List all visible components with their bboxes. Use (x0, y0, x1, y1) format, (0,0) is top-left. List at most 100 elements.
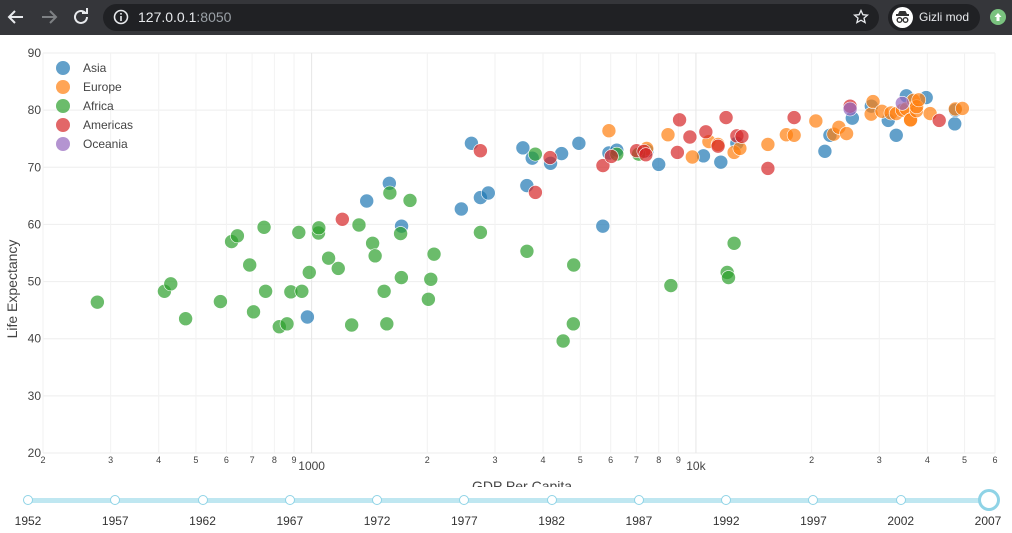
slider-step-dot[interactable] (721, 495, 732, 505)
data-point-africa[interactable] (365, 235, 380, 251)
data-point-africa[interactable] (382, 185, 398, 201)
slider-year-label[interactable]: 1967 (276, 514, 304, 528)
data-point-africa[interactable] (423, 271, 439, 287)
data-point-americas[interactable] (698, 124, 714, 140)
data-point-africa[interactable] (178, 311, 193, 327)
data-point-africa[interactable] (330, 261, 346, 276)
incognito-indicator[interactable]: Gizli mod (888, 4, 980, 31)
slider-step-dot[interactable] (23, 495, 33, 505)
data-point-asia[interactable] (713, 154, 729, 170)
address-bar[interactable]: 127.0.0.1:8050 (103, 4, 879, 31)
legend-marker-africa[interactable] (56, 99, 70, 113)
data-point-europe[interactable] (839, 126, 854, 141)
data-point-africa[interactable] (402, 193, 418, 208)
data-point-africa[interactable] (426, 246, 442, 262)
slider-handle[interactable] (978, 489, 1000, 511)
data-point-asia[interactable] (480, 185, 496, 201)
legend-label-asia[interactable]: Asia (83, 61, 107, 75)
data-point-europe[interactable] (601, 123, 617, 139)
slider-step-dot[interactable] (633, 495, 644, 505)
data-point-africa[interactable] (519, 243, 535, 259)
slider-step-dot[interactable] (284, 495, 295, 505)
slider-step-dot[interactable] (808, 495, 819, 505)
data-point-africa[interactable] (528, 146, 543, 162)
data-point-americas[interactable] (734, 129, 750, 144)
slider-step-dot[interactable] (459, 495, 470, 505)
data-point-africa[interactable] (321, 250, 336, 266)
slider-year-label[interactable]: 1982 (538, 514, 565, 528)
data-point-asia[interactable] (947, 116, 963, 132)
data-point-africa[interactable] (246, 304, 261, 320)
data-point-africa[interactable] (258, 283, 273, 299)
data-point-asia[interactable] (888, 127, 904, 143)
data-point-americas[interactable] (672, 112, 687, 128)
slider-year-label[interactable]: 1992 (712, 514, 740, 528)
data-point-americas[interactable] (542, 150, 558, 165)
data-point-asia[interactable] (651, 157, 666, 172)
legend-label-oceania[interactable]: Oceania (83, 137, 128, 151)
data-point-africa[interactable] (163, 276, 179, 292)
data-point-americas[interactable] (710, 138, 726, 154)
slider-year-label[interactable]: 1987 (625, 514, 653, 528)
data-point-europe[interactable] (732, 141, 748, 156)
data-point-europe[interactable] (955, 101, 970, 116)
legend-label-europe[interactable]: Europe (83, 80, 122, 94)
data-point-africa[interactable] (721, 270, 736, 285)
data-point-africa[interactable] (379, 316, 395, 332)
data-point-africa[interactable] (393, 226, 408, 241)
slider-year-label[interactable]: 1962 (189, 514, 216, 528)
data-point-asia[interactable] (595, 218, 611, 234)
data-point-africa[interactable] (301, 265, 317, 280)
data-point-americas[interactable] (638, 147, 654, 163)
legend-marker-asia[interactable] (56, 61, 70, 75)
data-point-americas[interactable] (931, 113, 947, 128)
data-point-americas[interactable] (670, 145, 685, 160)
legend-label-americas[interactable]: Americas (83, 118, 133, 132)
data-point-africa[interactable] (555, 333, 571, 349)
data-point-africa[interactable] (663, 278, 679, 293)
legend-marker-oceania[interactable] (56, 137, 70, 151)
data-point-africa[interactable] (473, 225, 488, 240)
legend-marker-americas[interactable] (56, 118, 70, 132)
data-point-africa[interactable] (291, 225, 307, 240)
slider-rail[interactable] (28, 498, 988, 503)
slider-year-label[interactable]: 1977 (451, 514, 478, 528)
data-point-asia[interactable] (454, 201, 469, 217)
data-point-africa[interactable] (294, 283, 310, 299)
slider-year-label[interactable]: 1957 (101, 514, 129, 528)
slider-step-dot[interactable] (197, 495, 208, 505)
data-point-africa[interactable] (256, 219, 272, 235)
data-point-africa[interactable] (279, 316, 295, 332)
data-point-africa[interactable] (566, 316, 581, 332)
data-point-americas[interactable] (604, 149, 619, 164)
data-point-africa[interactable] (90, 294, 105, 310)
data-point-americas[interactable] (335, 211, 350, 227)
data-point-asia[interactable] (300, 309, 315, 325)
data-point-africa[interactable] (367, 248, 383, 264)
slider-step-dot[interactable] (110, 495, 121, 505)
legend-label-africa[interactable]: Africa (83, 99, 114, 113)
data-point-africa[interactable] (351, 217, 367, 233)
slider-step-dot[interactable] (546, 495, 557, 505)
data-point-americas[interactable] (760, 161, 776, 176)
data-point-asia[interactable] (359, 193, 375, 209)
data-point-oceania[interactable] (895, 95, 910, 111)
reload-icon[interactable] (69, 5, 93, 29)
back-arrow-icon[interactable] (4, 5, 28, 29)
data-point-africa[interactable] (230, 228, 245, 244)
data-point-africa[interactable] (421, 291, 436, 307)
extension-icon[interactable] (990, 9, 1006, 25)
star-icon[interactable] (852, 8, 870, 25)
data-point-europe[interactable] (685, 149, 700, 165)
data-point-africa[interactable] (213, 294, 228, 309)
data-point-americas[interactable] (718, 110, 734, 125)
data-point-asia[interactable] (817, 143, 833, 159)
info-icon[interactable] (113, 9, 129, 25)
data-point-africa[interactable] (242, 257, 257, 273)
data-point-europe[interactable] (760, 137, 776, 152)
data-point-africa[interactable] (726, 235, 742, 251)
data-point-europe[interactable] (660, 127, 676, 143)
data-point-africa[interactable] (566, 257, 582, 273)
slider-year-label[interactable]: 1952 (14, 514, 42, 528)
slider-year-label[interactable]: 1997 (800, 514, 827, 528)
